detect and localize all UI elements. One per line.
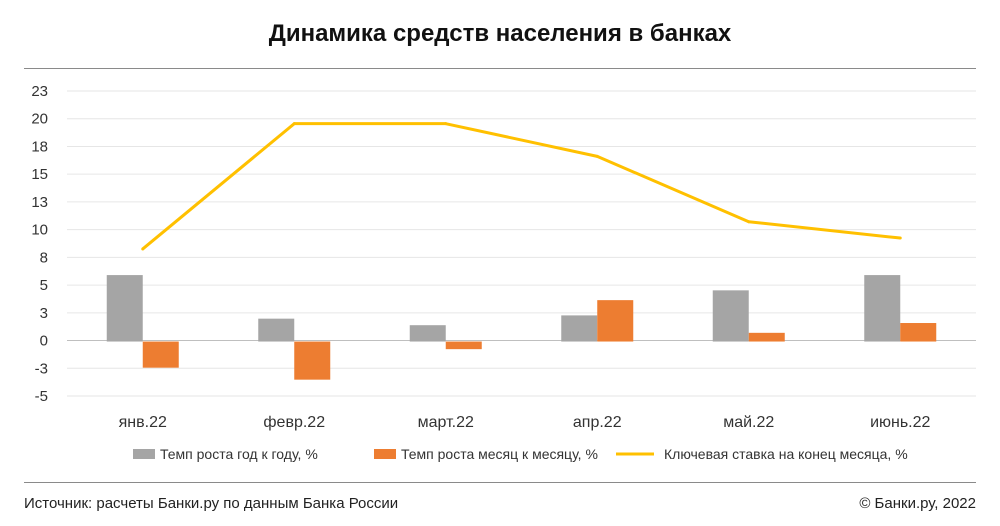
bar-yoy [409,325,446,342]
y-tick-label: 15 [31,166,48,183]
y-tick-label: 23 [31,83,48,100]
y-tick-label: 20 [31,111,48,128]
bar-yoy [106,275,143,342]
bar-mom [900,323,937,342]
x-tick-label: янв.22 [119,414,167,431]
y-tick-label: -5 [35,388,48,405]
bar-mom [445,341,482,350]
top-divider [24,68,976,69]
y-tick-label: 0 [40,333,48,350]
chart-title: Динамика средств населения в банках [268,20,732,47]
grid-lines [67,90,976,397]
key-rate-polyline [141,122,901,251]
bar-mom [142,341,179,368]
legend-swatch [133,449,155,459]
x-tick-label: февр.22 [263,414,325,431]
key-rate-point [898,236,902,240]
chart-svg: 23 20 18 15 13 10 8 5 3 0 -3 -5 янв.22 февр.22 март.2… [31,83,976,462]
legend-label: Ключевая ставка на конец месяца, % [664,446,908,462]
x-axis-labels: янв.22 февр.22 март.22 апр.22 май.22 июнь.22 [119,414,931,431]
legend-label: Темп роста год к году, % [160,446,318,462]
legend: Темп роста год к году, % Темп роста месяц… [133,446,908,462]
y-tick-label: 13 [31,194,48,211]
x-tick-label: июнь.22 [870,414,930,431]
y-tick-label: 3 [40,305,48,322]
bar-mom [294,341,331,380]
y-tick-label: -3 [35,360,48,377]
source-note: Источник: расчеты Банки.ру по данным Бан… [24,495,399,512]
bar-mom [597,300,634,342]
bar-yoy [561,315,598,342]
x-tick-label: апр.22 [573,414,622,431]
key-rate-point [747,220,751,224]
y-tick-label: 10 [31,222,48,239]
key-rate-point [141,247,145,251]
x-tick-label: март.22 [418,414,474,431]
key-rate-line [141,122,902,251]
bar-mom [748,332,785,342]
bar-yoy [712,290,749,342]
bottom-divider [24,482,976,483]
key-rate-point [444,122,448,126]
bar-yoy [864,275,901,342]
y-tick-label: 18 [31,138,48,155]
bar-yoy [258,318,295,342]
y-tick-label: 8 [40,249,48,266]
y-tick-label: 5 [40,277,48,294]
key-rate-point [595,154,599,158]
y-axis-labels: 23 20 18 15 13 10 8 5 3 0 -3 -5 [31,83,48,405]
legend-swatch [374,449,396,459]
key-rate-point [292,122,296,126]
legend-label: Темп роста месяц к месяцу, % [401,446,598,462]
x-tick-label: май.22 [723,414,774,431]
copyright: © Банки.ру, 2022 [859,495,976,512]
bars [106,275,937,380]
